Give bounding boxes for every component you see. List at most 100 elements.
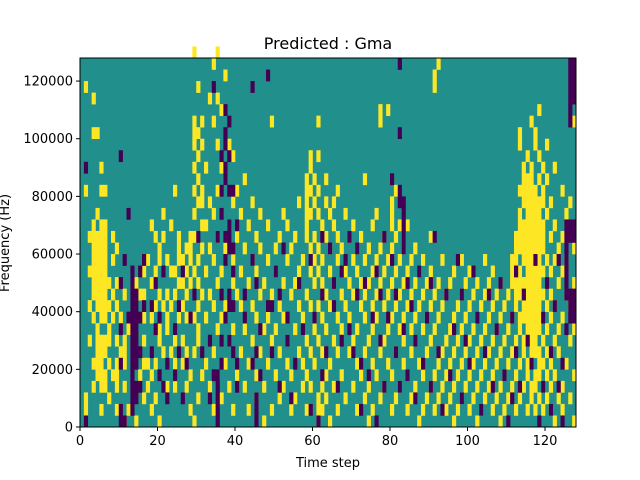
heatmap-cell-high <box>440 300 445 312</box>
heatmap-cell-low <box>281 242 286 255</box>
heatmap-cell-high <box>192 346 197 359</box>
heatmap-cell-low <box>428 380 433 393</box>
heatmap-cell-high <box>405 219 410 232</box>
heatmap-cell-high <box>374 207 379 220</box>
heatmap-cell-high <box>428 300 433 312</box>
heatmap-cell-low <box>397 58 402 70</box>
heatmap-cell-high <box>421 323 426 336</box>
heatmap-cell-high <box>529 300 534 312</box>
heatmap-cell-high <box>370 403 375 416</box>
heatmap-cell-high <box>149 311 154 324</box>
heatmap-cell-high <box>99 265 104 278</box>
heatmap-cell-high <box>413 311 418 324</box>
heatmap-cell-high <box>180 334 185 347</box>
heatmap-cell-high <box>475 415 480 428</box>
heatmap-cell-high <box>541 357 546 370</box>
heatmap-cell-high <box>134 277 139 289</box>
heatmap-cell-high <box>351 380 356 393</box>
heatmap-cell-high <box>529 380 534 393</box>
heatmap-cell-high <box>471 392 476 405</box>
heatmap-cell-high <box>529 277 534 289</box>
heatmap-cell-high <box>176 277 182 289</box>
heatmap-cell-high <box>196 196 201 209</box>
heatmap-cell-low <box>254 392 259 405</box>
heatmap-cell-high <box>386 357 391 370</box>
heatmap-cell-high <box>537 173 542 186</box>
heatmap-cell-low <box>564 288 569 301</box>
heatmap-cell-high <box>211 58 216 70</box>
heatmap-cell-high <box>219 265 224 278</box>
heatmap-cell-high <box>103 184 108 197</box>
heatmap-cell-high <box>200 138 205 151</box>
heatmap-cell-low <box>130 323 135 336</box>
heatmap-cell-high <box>312 323 317 336</box>
heatmap-cell-high <box>173 334 178 347</box>
heatmap-cell-high <box>297 265 302 278</box>
heatmap-cell-low <box>134 288 139 301</box>
heatmap-cell-high <box>533 369 538 382</box>
heatmap-cell-high <box>525 230 530 243</box>
heatmap-cell-high <box>533 207 538 220</box>
heatmap-cell-high <box>324 392 329 405</box>
heatmap-cell-low <box>223 311 228 324</box>
heatmap-cell-high <box>196 127 201 140</box>
heatmap-cell-high <box>153 300 158 312</box>
heatmap-cell-low <box>83 161 89 174</box>
heatmap-cell-low <box>362 277 368 289</box>
heatmap-cell-low <box>347 323 352 336</box>
heatmap-cell-high <box>448 277 453 289</box>
heatmap-cell-low <box>227 230 232 243</box>
heatmap-cell-high <box>390 403 395 416</box>
heatmap-cell-high <box>211 115 216 128</box>
heatmap-cell-high <box>277 392 282 405</box>
heatmap-cell-low <box>130 288 135 301</box>
heatmap-cell-high <box>99 254 104 266</box>
heatmap-cell-low <box>142 300 147 312</box>
heatmap-cell-high <box>366 242 371 255</box>
heatmap-cell-high <box>211 403 216 416</box>
heatmap-cell-low <box>130 369 135 382</box>
heatmap-cell-high <box>545 392 550 405</box>
heatmap-cell-high <box>521 219 526 232</box>
heatmap-cell-low <box>231 346 236 359</box>
heatmap-cell-high <box>413 277 418 289</box>
heatmap-cell-high <box>541 334 546 347</box>
heatmap-cell-low <box>397 196 402 209</box>
heatmap-cell-high <box>153 230 158 243</box>
heatmap-cell-low <box>223 230 228 243</box>
heatmap-cell-high <box>145 254 151 266</box>
heatmap-cell-high <box>548 380 554 393</box>
heatmap-cell-high <box>552 161 557 174</box>
heatmap-cell-high <box>180 254 185 266</box>
heatmap-cell-low <box>293 357 298 370</box>
heatmap-cell-high <box>87 334 92 347</box>
heatmap-cell-high <box>176 311 182 324</box>
heatmap-cell-high <box>320 311 325 324</box>
heatmap-cell-high <box>529 219 534 232</box>
heatmap-cell-high <box>366 415 371 428</box>
heatmap-cell-high <box>142 288 147 301</box>
heatmap-cell-high <box>114 380 120 393</box>
heatmap-cell-low <box>134 346 139 359</box>
heatmap-cell-high <box>560 230 565 243</box>
heatmap-cell-low <box>370 311 375 324</box>
heatmap-cell-high <box>242 323 247 336</box>
heatmap-cell-low <box>173 323 178 336</box>
heatmap-cell-high <box>521 380 526 393</box>
heatmap-cell-low <box>479 403 484 416</box>
heatmap-cell-high <box>490 300 495 312</box>
heatmap-cell-high <box>436 311 441 324</box>
heatmap-cell-high <box>91 219 96 232</box>
heatmap-cell-low <box>401 196 406 209</box>
heatmap-cell-low <box>529 357 534 370</box>
heatmap-cell-low <box>273 265 278 278</box>
heatmap-cell-high <box>514 369 519 382</box>
heatmap-cell-high <box>231 254 236 266</box>
heatmap-cell-high <box>467 300 472 312</box>
heatmap-cell-high <box>390 242 395 255</box>
heatmap-cell-high <box>99 242 104 255</box>
heatmap-cell-high <box>204 265 209 278</box>
heatmap-cell-high <box>188 403 193 416</box>
heatmap-cell-low <box>459 288 464 301</box>
heatmap-cell-high <box>111 230 116 243</box>
